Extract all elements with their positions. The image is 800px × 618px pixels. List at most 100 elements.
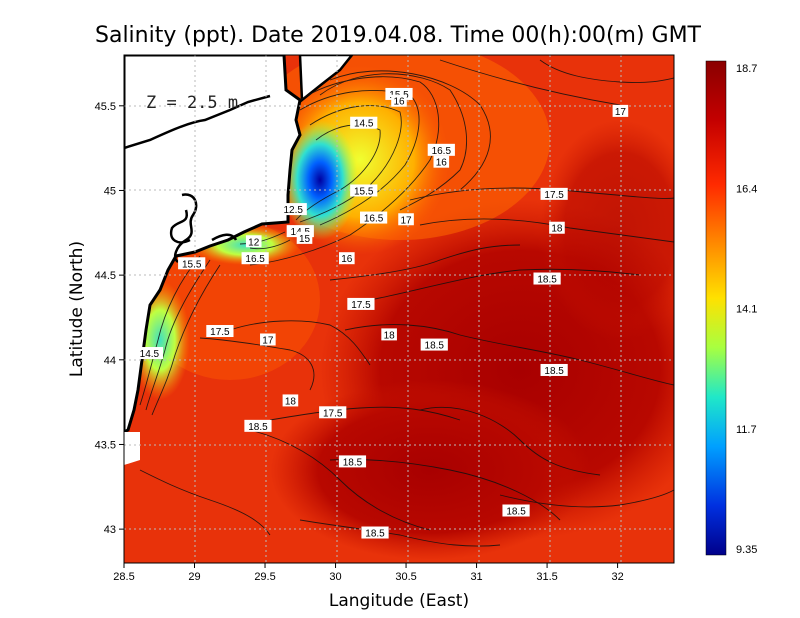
contour-label-box (533, 272, 561, 285)
contour-label-text: 16.5 (245, 254, 265, 265)
contour-label-box (244, 419, 272, 432)
chart-title: Salinity (ppt). Date 2019.04.08. Time 00… (95, 23, 702, 48)
contour-label: 12.5 (279, 203, 307, 216)
high-salinity-region-east (540, 120, 674, 340)
colorbar-tick-label: 16.4 (736, 183, 757, 195)
contour-label-box (398, 213, 414, 226)
y-tick-label: 43 (104, 524, 116, 536)
colorbar-tick-label: 9.35 (736, 544, 757, 556)
x-tick-label: 31.5 (536, 571, 557, 583)
contour-label-box (540, 187, 568, 200)
x-axis-ticks: 28.5 29 29.5 30 30.5 31 31.5 32 (113, 563, 624, 583)
contour-label-text: 14.5 (140, 349, 160, 360)
contour-label-box (549, 221, 565, 234)
high-salinity-region-south (270, 380, 590, 560)
contour-label-box (339, 252, 355, 265)
plot-area: 15.51614.51716.51615.517.512.516.5171814… (124, 55, 674, 563)
y-tick-label: 45.5 (95, 101, 116, 113)
colorbar-gradient (705, 60, 727, 556)
contour-label-box (347, 297, 375, 310)
contour-label: 17.5 (206, 325, 234, 338)
contour-label: 18.5 (361, 526, 389, 540)
contour-label-text: 16 (341, 254, 353, 265)
contour-label-box (381, 328, 397, 341)
grid-lines (124, 55, 674, 563)
contour-label: 18.5 (420, 338, 448, 352)
contour-label-text: 17.5 (351, 300, 371, 311)
contour-lines (139, 59, 674, 547)
contour-label: 18 (549, 221, 565, 235)
x-tick-label: 30.5 (395, 571, 416, 583)
contour-label-text: 18 (551, 224, 563, 235)
y-tick-label: 44 (104, 355, 116, 367)
contour-label-box (279, 203, 307, 216)
contour-label-text: 18.5 (343, 457, 363, 468)
contour-label-box (260, 333, 276, 346)
contour-label-text: 17.5 (544, 190, 564, 201)
y-tick-label: 45 (104, 185, 116, 197)
contour-label-text: 15.5 (354, 186, 374, 197)
contour-label-text: 16 (393, 97, 405, 108)
contour-label-box (319, 406, 347, 419)
contour-label: 15 (296, 231, 313, 245)
contour-label: 17 (260, 333, 276, 346)
contour-label-text: 15 (299, 234, 311, 245)
contour-label-text: 12 (248, 237, 260, 248)
contour-label-text: 16.5 (364, 214, 384, 225)
contour-label: 18 (381, 328, 397, 341)
contour-label-box (338, 455, 367, 468)
contour-labels: 15.51614.51716.51615.517.512.516.5171814… (135, 87, 629, 540)
colorbar-tick-label: 14.1 (736, 304, 757, 316)
contour-label: 16 (339, 252, 355, 265)
contour-label-box (391, 94, 407, 107)
delta-outline (124, 94, 271, 150)
contour-label-box (540, 363, 568, 376)
x-tick-label: 32 (611, 571, 623, 583)
contour-label: 14.5 (350, 116, 378, 130)
x-tick-label: 30 (329, 571, 341, 583)
y-axis-label: Latitude (North) (67, 241, 87, 377)
x-axis-label: Langitude (East) (329, 591, 469, 611)
contour-label: 18.5 (338, 455, 367, 468)
contour-label-box (420, 338, 448, 351)
x-tick-label: 29.5 (254, 571, 275, 583)
contour-label-text: 18.5 (248, 422, 268, 433)
contour-label-box (433, 155, 450, 168)
contour-label-box (296, 231, 313, 244)
contour-label-text: 18.5 (365, 529, 385, 540)
contour-label-box (350, 184, 378, 197)
contour-label-text: 17.5 (210, 327, 230, 338)
contour-label: 18 (282, 394, 299, 407)
contour-label: 15.5 (350, 184, 378, 197)
contour-label-text: 18 (285, 396, 297, 407)
x-tick-label: 28.5 (113, 571, 134, 583)
contour-label: 15.5 (178, 257, 206, 270)
contour-label: 16.5 (427, 143, 455, 157)
y-tick-label: 44.5 (95, 270, 116, 282)
contour-label: 12 (245, 235, 262, 248)
contour-label-text: 15.5 (182, 259, 202, 270)
y-axis-ticks: 43 43.5 44 44.5 45 45.5 (95, 101, 124, 536)
contour-label: 18.5 (540, 363, 568, 377)
y-tick-label: 43.5 (95, 439, 116, 451)
contour-label: 16.5 (241, 252, 269, 265)
contour-label-box (241, 252, 269, 265)
contour-label-text: 17.5 (323, 408, 343, 419)
contour-label-box (360, 211, 388, 224)
contour-label: 18.5 (533, 272, 561, 286)
contour-label: 18.5 (244, 419, 272, 433)
plot-frame (123, 54, 675, 564)
coast-detail (169, 209, 191, 244)
colorbar-tick-label: 18.7 (736, 63, 757, 75)
x-tick-label: 29 (188, 571, 200, 583)
colorbar: 18.7 16.4 14.1 11.7 9.35 (705, 60, 757, 556)
colorbar-tick-labels: 18.7 16.4 14.1 11.7 9.35 (736, 63, 757, 556)
contour-label: 18.5 (502, 504, 530, 518)
contour-label-text: 18.5 (537, 275, 557, 286)
contour-label-text: 18.5 (425, 341, 445, 352)
contour-label-box (612, 104, 629, 117)
contour-label-text: 16 (436, 158, 448, 169)
colorbar-tick-label: 11.7 (736, 424, 757, 436)
contour-label-text: 17 (615, 107, 627, 118)
land-north-strip (298, 55, 354, 103)
